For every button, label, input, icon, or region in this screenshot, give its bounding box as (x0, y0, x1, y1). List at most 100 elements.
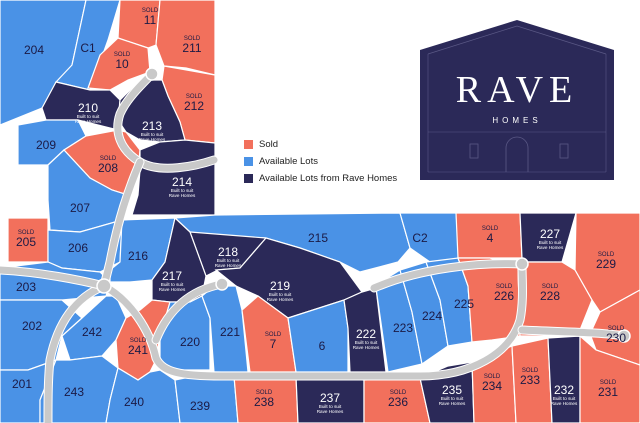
sold-tag: SOLD (184, 36, 201, 42)
built-to-suit-note: Built to suit (355, 340, 378, 345)
lot-228-sold[interactable] (517, 261, 593, 337)
sold-tag: SOLD (484, 374, 501, 380)
sold-tag: SOLD (390, 390, 407, 396)
legend-item-rave: Available Lots from Rave Homes (244, 170, 404, 187)
lot-number: 211 (182, 41, 201, 55)
lot-number: 233 (520, 373, 540, 387)
rave-homes-note: Rave Homes (551, 401, 578, 406)
lot-number: 207 (70, 201, 90, 215)
lot-number: 231 (598, 385, 618, 399)
rave-homes-note: Rave Homes (267, 297, 294, 302)
sold-tag: SOLD (18, 230, 35, 236)
lot-number: 208 (98, 161, 118, 175)
built-to-suit-note: Built to suit (217, 258, 240, 263)
lot-number: C1 (80, 41, 96, 55)
lot-232-rave[interactable] (547, 335, 581, 423)
lot-231-sold[interactable] (579, 334, 640, 423)
lot-number: 203 (16, 280, 36, 294)
sold-tag: SOLD (265, 332, 282, 338)
rave-homes-note: Rave Homes (139, 137, 166, 142)
lot-number: 234 (482, 379, 502, 393)
lot-number: 214 (172, 175, 192, 189)
legend-label-available: Available Lots (259, 156, 318, 167)
sold-tag: SOLD (608, 326, 625, 332)
sold-tag: SOLD (600, 380, 617, 386)
legend-label-sold: Sold (259, 139, 279, 150)
lot-number: 212 (184, 99, 204, 113)
lot-number: 204 (24, 43, 44, 57)
lot-label-C1: C1 (80, 41, 96, 55)
legend-label-rave: Available Lots from Rave Homes (259, 173, 398, 184)
lot-233-sold[interactable] (511, 337, 553, 423)
legend-item-available: Available Lots (244, 153, 404, 170)
lot-number: 230 (606, 331, 626, 345)
lot-number: 218 (218, 245, 238, 259)
lot-number: 213 (142, 119, 162, 133)
lot-number: 215 (308, 231, 328, 245)
rave-homes-note: Rave Homes (439, 401, 466, 406)
built-to-suit-note: Built to suit (77, 114, 100, 119)
lot-label-243: 243 (64, 385, 84, 399)
lot-4-sold[interactable] (455, 212, 523, 259)
lot-label-215: 215 (308, 231, 328, 245)
built-to-suit-note: Built to suit (539, 240, 562, 245)
built-to-suit-note: Built to suit (441, 396, 464, 401)
lot-11-sold[interactable] (117, 0, 161, 49)
lot-number: 11 (144, 13, 157, 27)
lot-label-203: 203 (16, 280, 36, 294)
lot-number: 242 (82, 325, 102, 339)
lot-label-207: 207 (70, 201, 90, 215)
lot-211-sold[interactable] (155, 0, 216, 76)
lot-number: 7 (270, 337, 277, 351)
logo-window-icon (469, 143, 479, 159)
lot-number: 202 (22, 319, 42, 333)
built-to-suit-note: Built to suit (161, 282, 184, 287)
lot-6-available[interactable] (287, 299, 349, 373)
logo-brand: RAVE (456, 69, 579, 111)
lot-10-sold[interactable] (87, 37, 151, 91)
lot-number: 241 (128, 343, 148, 357)
sold-tag: SOLD (100, 156, 117, 162)
sold-tag: SOLD (256, 390, 273, 396)
lot-number: C2 (412, 231, 428, 245)
rave-homes-note: Rave Homes (215, 263, 242, 268)
sold-tag: SOLD (542, 284, 559, 290)
legend-swatch-rave (244, 174, 253, 183)
lot-number: 236 (388, 395, 408, 409)
rave-homes-note: Rave Homes (169, 193, 196, 198)
lot-label-223: 223 (393, 321, 413, 335)
sold-tag: SOLD (522, 368, 539, 374)
lot-label-204: 204 (24, 43, 44, 57)
built-to-suit-note: Built to suit (269, 292, 292, 297)
lot-number: 206 (68, 241, 88, 255)
lot-number: 10 (115, 57, 129, 71)
lot-number: 224 (422, 309, 442, 323)
sold-tag: SOLD (482, 226, 499, 232)
lot-number: 205 (16, 235, 36, 249)
lot-number: 223 (393, 321, 413, 335)
built-to-suit-note: Built to suit (141, 132, 164, 137)
lot-number: 201 (12, 377, 32, 391)
built-to-suit-note: Built to suit (319, 404, 342, 409)
lot-label-202: 202 (22, 319, 42, 333)
lot-number: 222 (356, 327, 376, 341)
lot-label-209: 209 (36, 138, 56, 152)
lot-label-239: 239 (190, 399, 210, 413)
